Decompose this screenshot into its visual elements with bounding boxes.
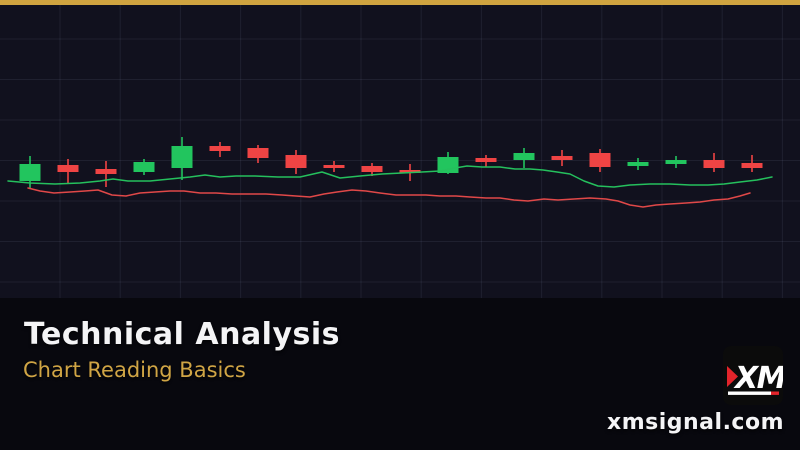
logo-underline-accent [771,391,779,395]
logo-background [723,346,783,405]
xm-logo: XM [723,346,783,405]
xm-logo-graphic: XM [723,346,783,405]
subtitle: Chart Reading Basics [23,358,246,382]
top-accent-bar [0,0,800,5]
play-icon [727,366,738,387]
page-title: Technical Analysis [24,317,341,352]
logo-underline [728,391,771,395]
candlestick-chart [0,5,800,298]
website-url: xmsignal.com [607,410,784,435]
footer-band [0,298,800,450]
logo-text: XM [733,361,783,396]
